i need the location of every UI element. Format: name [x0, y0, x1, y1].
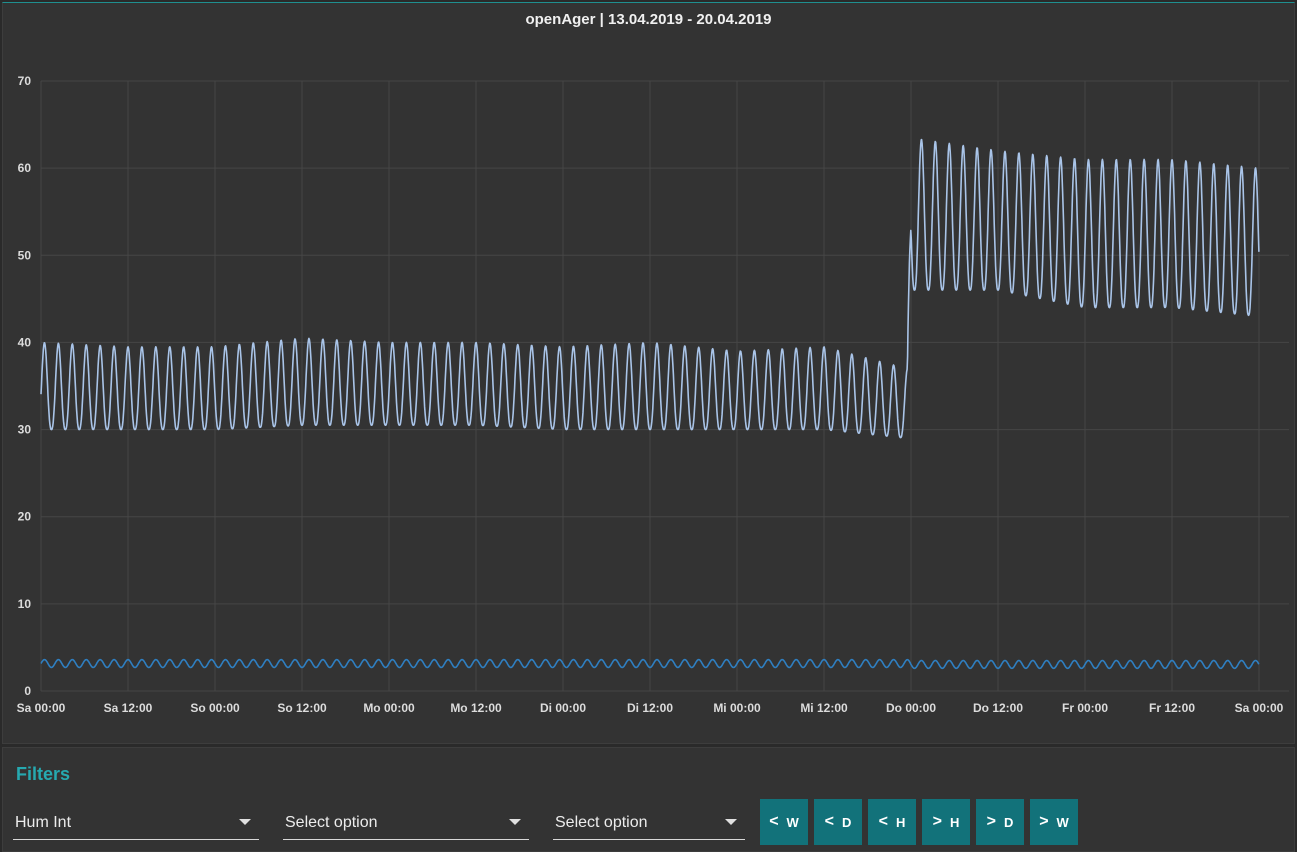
prev-hour-label: H [895, 814, 906, 830]
sensor-select-2-value: Select option [285, 814, 378, 831]
chevron-left-icon: < [878, 813, 888, 830]
chevron-left-icon: < [824, 813, 834, 830]
sensor-select-3-value: Select option [555, 814, 648, 831]
series-line-2 [40, 658, 1260, 670]
prev-day-label: D [841, 814, 852, 830]
filters-title: Filters [16, 764, 71, 784]
x-tick-label: Mi 12:00 [800, 701, 848, 715]
x-tick-label: Sa 12:00 [104, 701, 153, 715]
chevron-right-icon: > [932, 813, 942, 830]
x-tick-label: Di 00:00 [540, 701, 586, 715]
prev-day-button[interactable]: < D [814, 799, 862, 845]
y-tick-label: 30 [18, 423, 32, 437]
chevron-down-icon [239, 819, 251, 825]
chevron-down-icon [509, 819, 521, 825]
x-tick-label: Fr 12:00 [1149, 701, 1195, 715]
y-tick-label: 60 [18, 161, 32, 175]
next-hour-label: H [949, 814, 960, 830]
prev-week-label: W [786, 814, 799, 830]
chevron-down-icon [725, 819, 737, 825]
sensor-select-3[interactable]: Select option [553, 804, 745, 840]
next-week-label: W [1056, 814, 1069, 830]
x-tick-label: Sa 00:00 [17, 701, 66, 715]
prev-week-button[interactable]: < W [760, 799, 808, 845]
next-day-label: D [1003, 814, 1014, 830]
x-tick-label: So 12:00 [277, 701, 327, 715]
y-tick-label: 70 [18, 74, 32, 88]
sensor-select-2[interactable]: Select option [283, 804, 529, 840]
chevron-right-icon: > [986, 813, 996, 830]
x-tick-label: Di 12:00 [627, 701, 673, 715]
y-tick-label: 40 [18, 335, 32, 349]
next-week-button[interactable]: > W [1030, 799, 1078, 845]
x-tick-label: Sa 00:00 [1235, 701, 1284, 715]
y-tick-label: 50 [18, 248, 32, 262]
sensor-select-1[interactable]: Hum Int [13, 804, 259, 840]
sensor-select-1-value: Hum Int [15, 814, 72, 831]
y-tick-label: 20 [18, 510, 32, 524]
y-tick-label: 10 [18, 597, 32, 611]
x-tick-label: Mo 00:00 [363, 701, 415, 715]
line-chart: 0 10 20 30 40 50 60 70 Sa 00:00 Sa 12:00 So 00:00 S… [17, 74, 1289, 715]
chart-title: openAger | 13.04.2019 - 20.04.2019 [525, 11, 772, 28]
next-hour-button[interactable]: > H [922, 799, 970, 845]
x-tick-label: Do 00:00 [886, 701, 936, 715]
x-tick-label: Do 12:00 [973, 701, 1023, 715]
chevron-left-icon: < [769, 813, 779, 830]
filter-panel: Filters Hum Int Select option Select opt… [2, 747, 1295, 852]
x-tick-label: Fr 00:00 [1062, 701, 1108, 715]
x-tick-label: Mi 00:00 [713, 701, 761, 715]
y-tick-label: 0 [24, 684, 31, 698]
chart-panel: openAger | 13.04.2019 - 20.04.2019 0 10 20… [2, 2, 1295, 744]
chevron-right-icon: > [1039, 813, 1049, 830]
prev-hour-button[interactable]: < H [868, 799, 916, 845]
x-tick-label: So 00:00 [190, 701, 240, 715]
next-day-button[interactable]: > D [976, 799, 1024, 845]
series-line-1 [40, 138, 1260, 439]
x-tick-label: Mo 12:00 [450, 701, 502, 715]
